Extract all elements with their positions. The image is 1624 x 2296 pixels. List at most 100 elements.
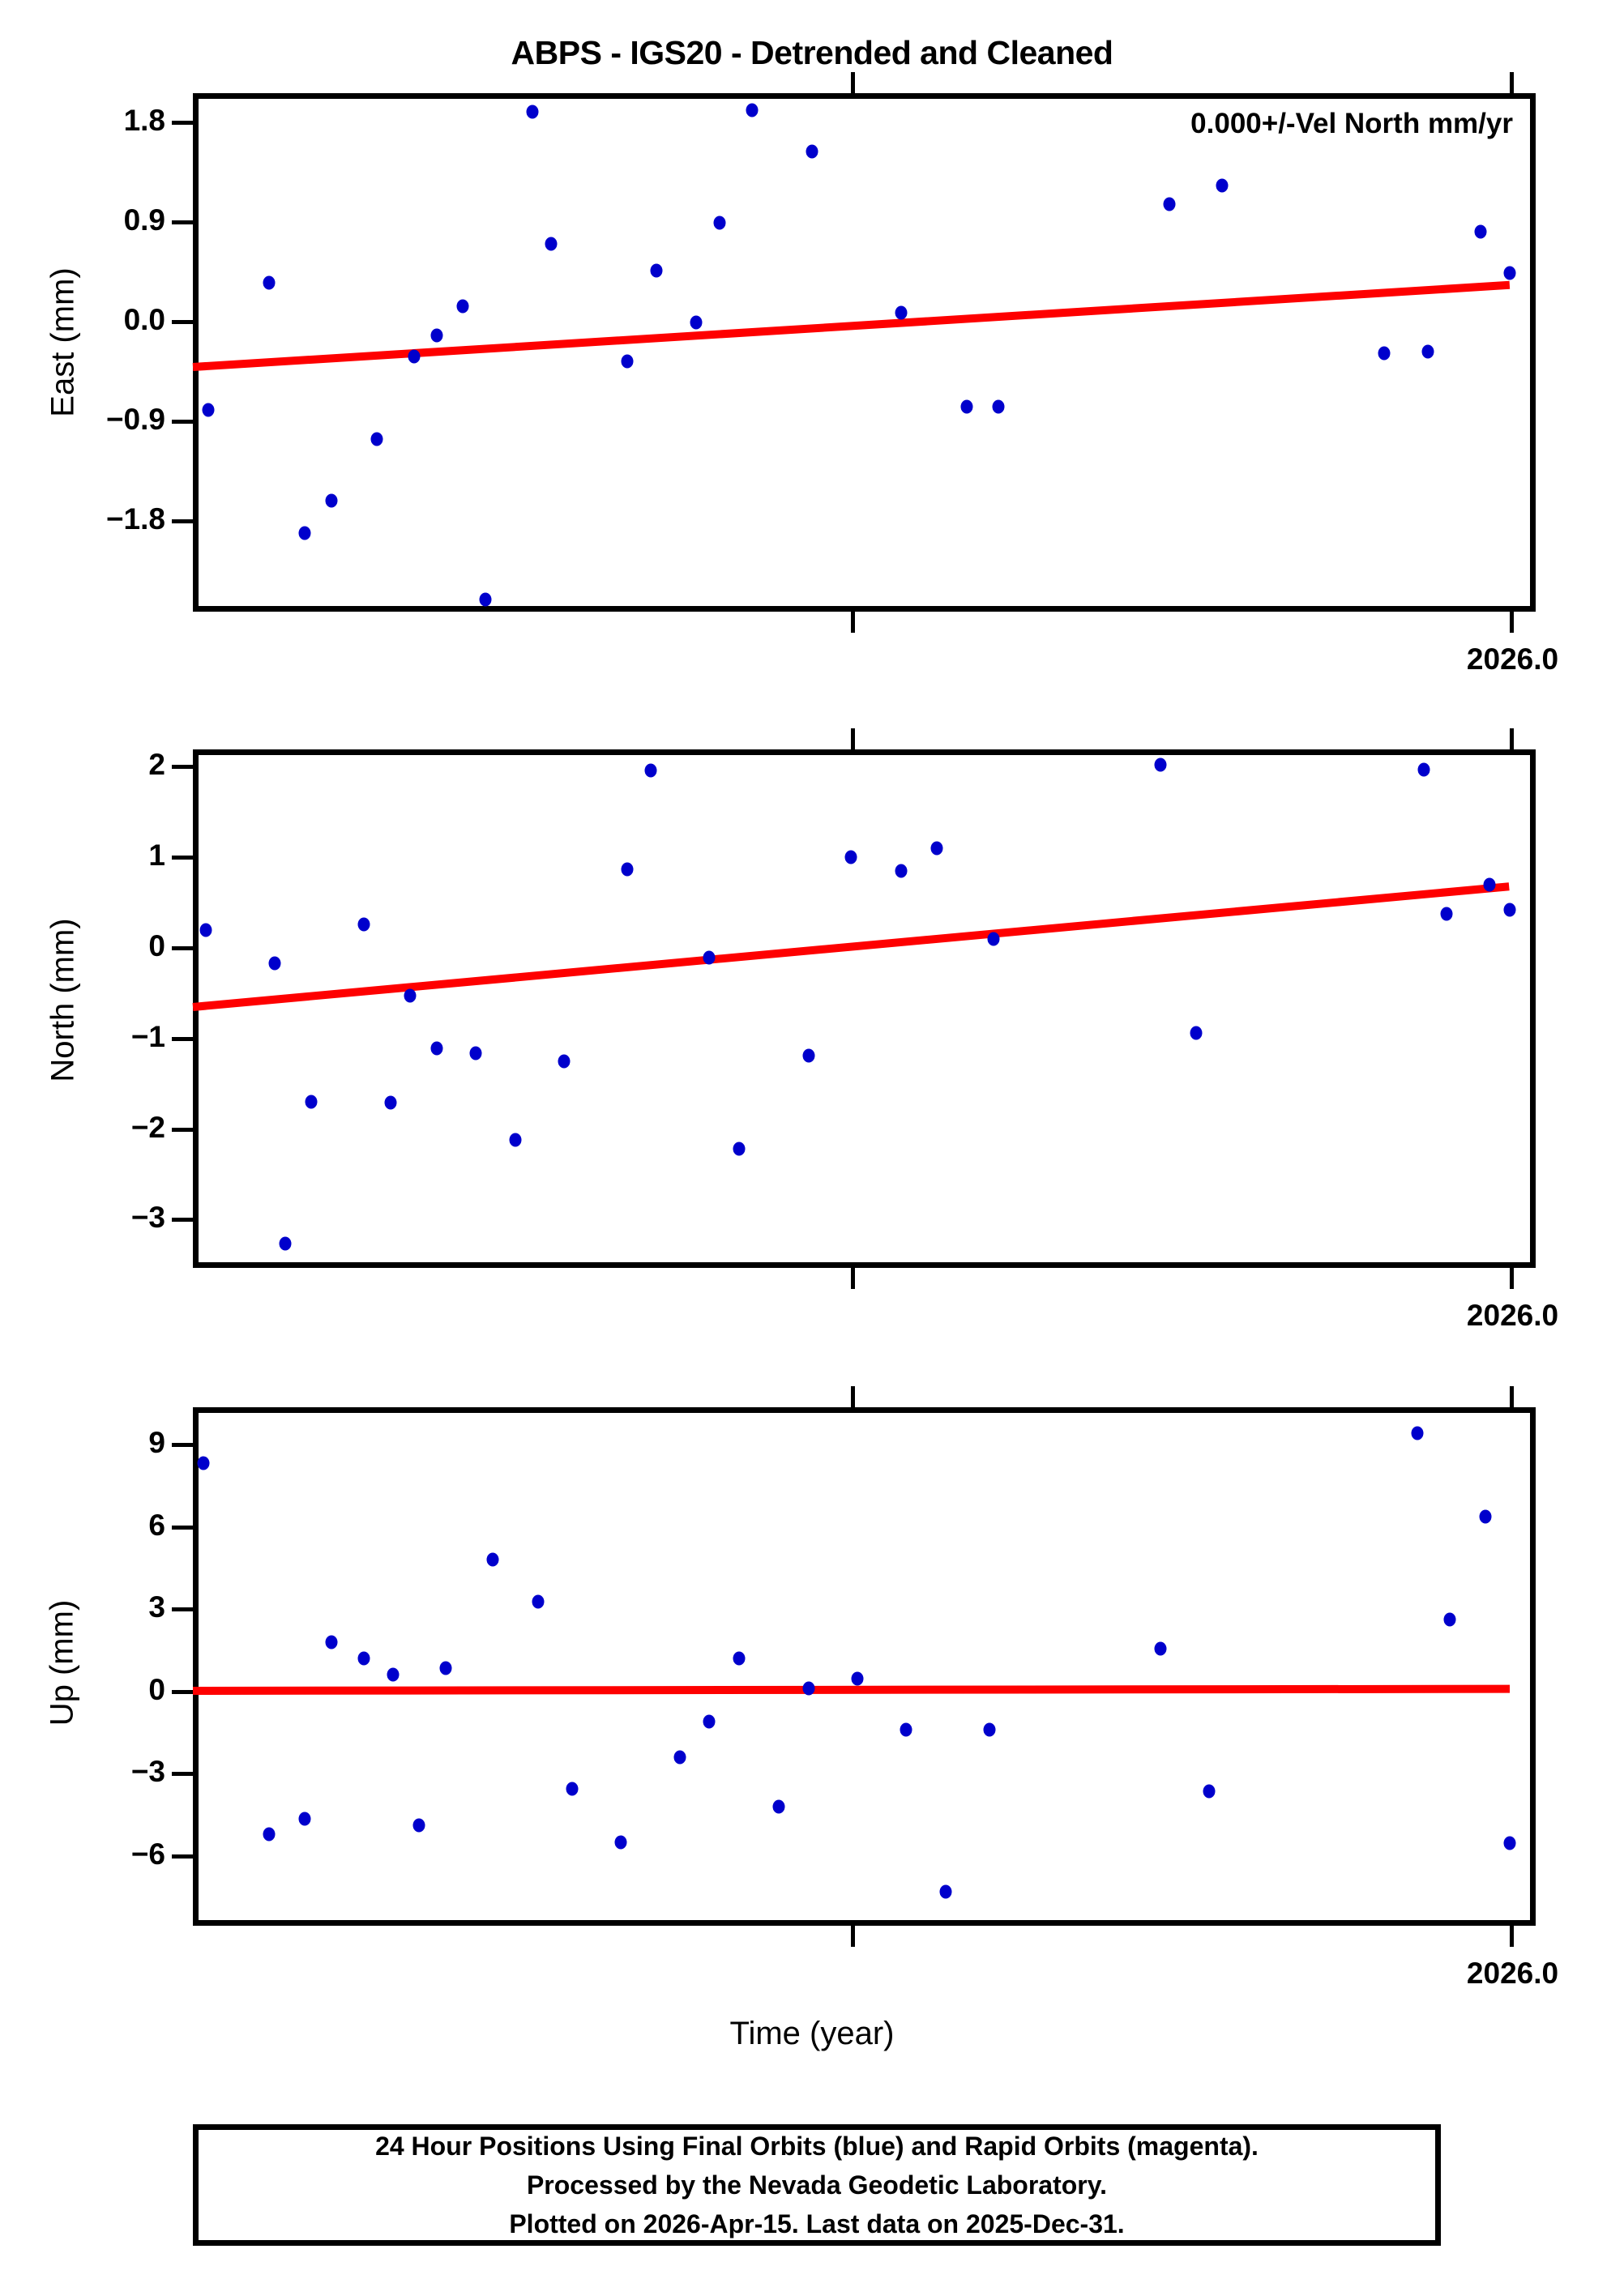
data-point-up [772, 1799, 785, 1814]
y-tick-label-east: −1.8 [105, 502, 165, 536]
y-tick-east [172, 420, 193, 425]
panel-north-plot-area: 2 1 0 −1 −2 −3 2026.0 [131, 728, 1558, 1332]
x-tick-top-east [1509, 72, 1514, 93]
x-tick-label-up: 2026.0 [1466, 1957, 1559, 1990]
y-tick-east [172, 519, 193, 524]
x-tick-bottom-mid-east [851, 612, 856, 633]
data-point-up [1203, 1784, 1216, 1799]
data-point-north [1503, 903, 1515, 917]
data-point-east [621, 354, 634, 369]
data-point-east [408, 349, 421, 364]
data-point-north [733, 1142, 746, 1156]
data-point-north [802, 1048, 815, 1063]
y-tick-east [172, 220, 193, 225]
data-point-east [1378, 346, 1391, 361]
y-tick-label-east: 1.8 [123, 104, 165, 138]
data-point-up [263, 1827, 276, 1841]
y-tick-label-up: −3 [130, 1755, 165, 1789]
y-tick-label-north: −1 [130, 1019, 165, 1053]
data-point-north [703, 950, 716, 965]
data-point-up [802, 1681, 815, 1696]
y-tick-up [172, 1689, 193, 1694]
data-point-east [526, 105, 539, 119]
data-point-north [268, 956, 281, 971]
x-tick-top-mid-up [851, 1386, 856, 1407]
x-tick-bottom-mid-north [851, 1268, 856, 1289]
data-point-east [713, 216, 726, 230]
x-tick-top-up [1509, 1386, 1514, 1407]
data-point-north [469, 1046, 482, 1061]
data-point-east [992, 399, 1005, 414]
data-point-north [1417, 762, 1430, 777]
y-tick-label-north: 0 [148, 928, 165, 962]
trend-line-up [192, 1685, 1510, 1696]
data-point-east [479, 592, 492, 607]
y-tick-north [172, 765, 193, 770]
data-point-up [298, 1812, 311, 1826]
x-tick-north [1509, 1268, 1514, 1289]
y-tick-label-north: −3 [130, 1201, 165, 1235]
panel-up: 9 6 3 0 −3 −6 2026.0 [131, 1386, 1558, 1990]
data-point-up [412, 1818, 425, 1833]
y-tick-north [172, 1218, 193, 1223]
x-tick-up [1509, 1926, 1514, 1947]
y-tick-north [172, 1036, 193, 1041]
y-tick-label-east: 0.0 [123, 303, 165, 337]
x-tick-east [1509, 612, 1514, 633]
data-point-up [1503, 1836, 1515, 1850]
y-tick-east [172, 121, 193, 126]
data-point-north [384, 1095, 397, 1110]
y-tick-label-up: 9 [148, 1426, 165, 1460]
data-point-east [456, 299, 469, 314]
data-point-north [404, 988, 417, 1003]
data-point-up [387, 1667, 400, 1682]
y-tick-east [172, 320, 193, 325]
trend-line-north [192, 881, 1510, 1011]
caption-line-3: Plotted on 2026-Apr-15. Last data on 202… [509, 2209, 1125, 2238]
axis-label-north: North (mm) [45, 918, 81, 1082]
y-tick-label-up: 6 [148, 1508, 165, 1542]
y-tick-north [172, 855, 193, 860]
data-point-north [357, 917, 370, 932]
x-tick-bottom-mid-up [851, 1926, 856, 1947]
data-point-up [733, 1651, 746, 1666]
data-point-up [325, 1635, 338, 1649]
caption-line-1: 24 Hour Positions Using Final Orbits (bl… [375, 2132, 1259, 2161]
x-tick-top-mid-east [851, 72, 856, 93]
data-point-north [644, 763, 657, 778]
trend-line-east [192, 280, 1510, 371]
data-point-north [1190, 1026, 1203, 1040]
data-point-east [202, 403, 215, 417]
data-point-up [357, 1651, 370, 1666]
data-point-east [370, 432, 383, 446]
y-tick-up [172, 1607, 193, 1612]
data-point-north [930, 841, 943, 856]
data-point-up [900, 1722, 912, 1737]
panel-up-plot-area: 9 6 3 0 −3 −6 2026.0 [131, 1386, 1558, 1990]
data-point-up [939, 1884, 952, 1899]
data-point-north [1483, 877, 1496, 892]
axis-label-east: East (mm) [45, 267, 81, 417]
data-point-east [298, 526, 311, 540]
caption-line-2: Processed by the Nevada Geodetic Laborat… [526, 2170, 1108, 2200]
data-point-north [199, 923, 212, 937]
data-point-east [1216, 178, 1229, 192]
data-point-east [690, 315, 703, 330]
y-tick-label-up: 3 [148, 1590, 165, 1624]
data-point-east [806, 144, 818, 159]
x-tick-label-north: 2026.0 [1466, 1299, 1559, 1332]
axis-label-time: Time (year) [729, 2016, 895, 2051]
data-point-east [430, 328, 443, 343]
y-tick-label-north: 1 [148, 838, 165, 872]
data-point-north [987, 932, 1000, 946]
axis-label-up: Up (mm) [44, 1599, 80, 1726]
panel-east-plot-area: 1.8 0.9 0.0 −0.9 −1.8 2026.0 [106, 72, 1558, 676]
velocity-annotation: 0.000+/-Vel North mm/yr [1190, 108, 1513, 139]
data-point-up [703, 1714, 716, 1729]
data-point-up [851, 1671, 864, 1686]
y-tick-label-up: 0 [148, 1672, 165, 1706]
y-tick-label-up: −6 [130, 1837, 165, 1871]
data-point-east [263, 275, 276, 290]
data-point-east [1421, 344, 1434, 359]
